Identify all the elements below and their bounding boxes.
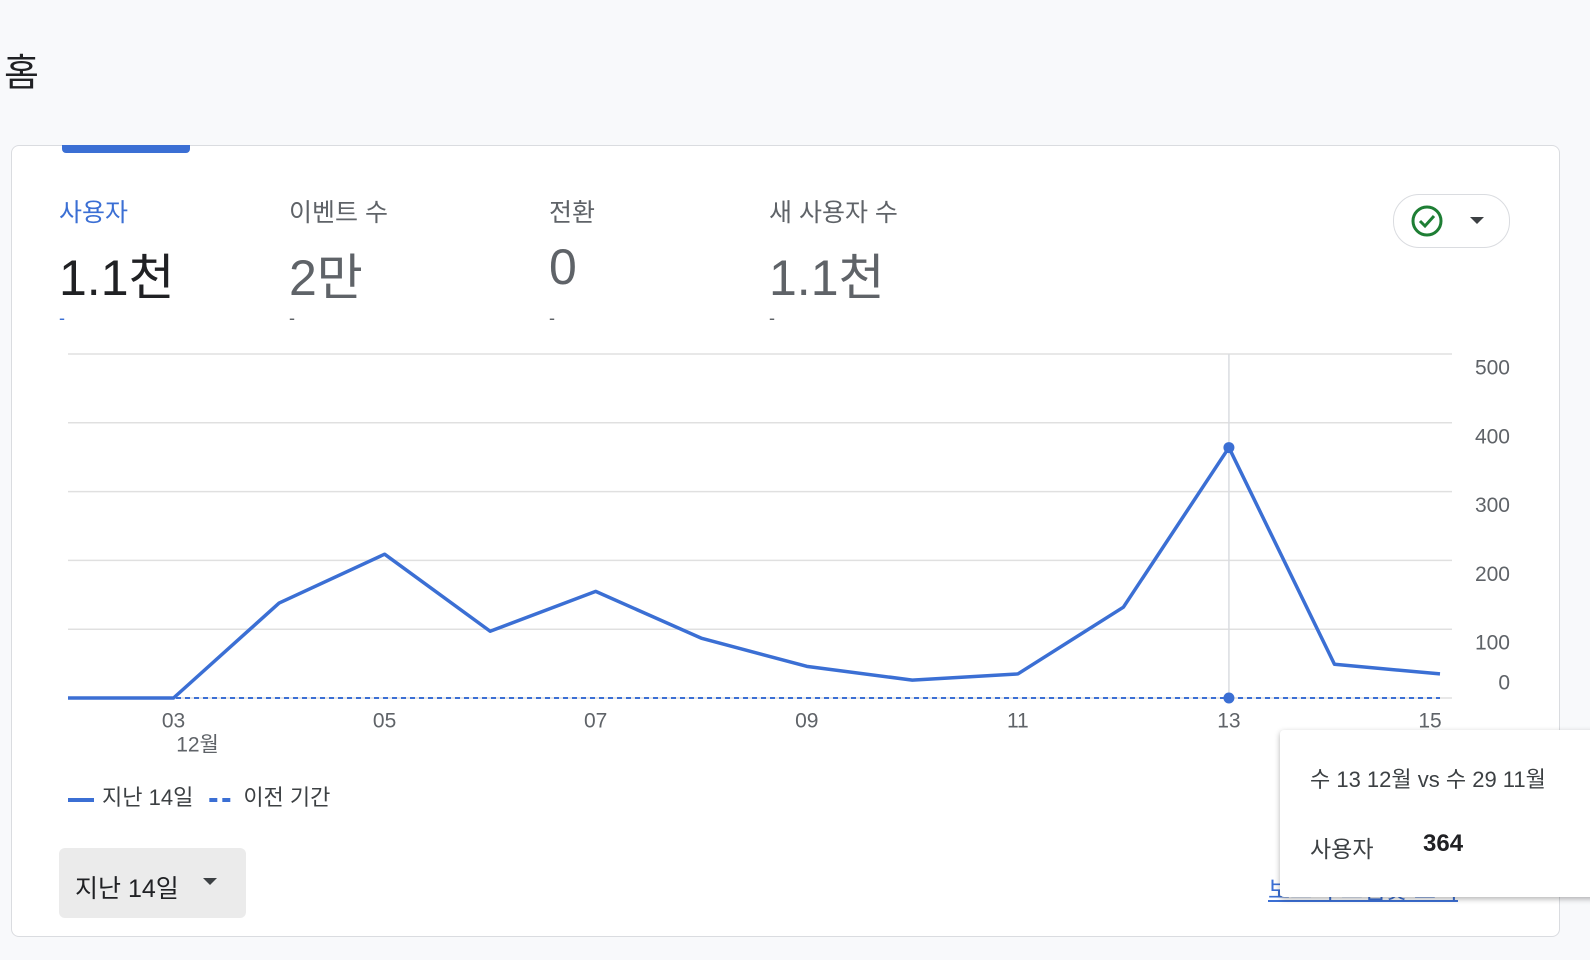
metric-value: 1.1천 <box>59 250 175 306</box>
y-tick-label: 500 <box>1475 357 1510 380</box>
legend-label: 지난 14일 <box>102 785 193 810</box>
y-tick-label: 100 <box>1475 632 1510 655</box>
metric-label: 전환 <box>549 199 596 227</box>
dropdown-arrow <box>1470 217 1484 224</box>
date-range-label: 지난 14일 <box>75 875 179 903</box>
tooltip-metric: 사용자 <box>1310 836 1374 862</box>
highlight-point <box>1223 692 1235 704</box>
highlight-point <box>1223 442 1235 454</box>
metric-change: - <box>549 308 555 328</box>
y-tick-label: 300 <box>1475 494 1510 517</box>
metric-change: - <box>59 308 65 328</box>
page-title: 홈 <box>4 53 39 95</box>
x-tick-label: 09 <box>795 710 818 733</box>
metric-label: 사용자 <box>59 199 129 227</box>
x-tick-label: 15 <box>1418 710 1441 733</box>
x-tick-label: 05 <box>373 710 396 733</box>
metric-value: 1.1천 <box>769 250 885 306</box>
legend-label: 이전 기간 <box>243 785 330 810</box>
tooltip: 수 13 12월 vs 수 29 11월 사용자 364 <box>1280 730 1590 897</box>
series-line <box>68 445 1441 700</box>
y-tick-label: 200 <box>1475 563 1510 586</box>
x-tick-label: 11 <box>1007 710 1029 733</box>
metric-value: 0 <box>549 239 577 295</box>
metric-change: - <box>289 308 295 328</box>
check-circle <box>1411 205 1443 237</box>
tooltip-value: 364 <box>1423 830 1464 857</box>
metric-label: 이벤트 수 <box>289 199 388 227</box>
dropdown-arrow <box>203 878 217 885</box>
x-tick-label: 13 <box>1217 710 1240 733</box>
y-tick-label: 0 <box>1498 672 1510 695</box>
metric-change: - <box>769 308 775 328</box>
metric-label: 새 사용자 수 <box>769 199 898 227</box>
tab-indicator <box>62 145 190 153</box>
y-tick-label: 400 <box>1475 425 1510 448</box>
date-range-button[interactable]: 지난 14일 <box>59 848 246 918</box>
x-tick-label: 07 <box>584 710 607 733</box>
compare-icons <box>1411 205 1484 237</box>
check <box>1418 214 1436 229</box>
tooltip-title: 수 13 12월 vs 수 29 11월 <box>1310 767 1546 792</box>
compare-button[interactable] <box>1393 194 1510 248</box>
x-sublabel: 12월 <box>176 734 219 757</box>
x-tick-label: 03 <box>162 710 185 733</box>
metric-value: 2만 <box>289 250 363 306</box>
